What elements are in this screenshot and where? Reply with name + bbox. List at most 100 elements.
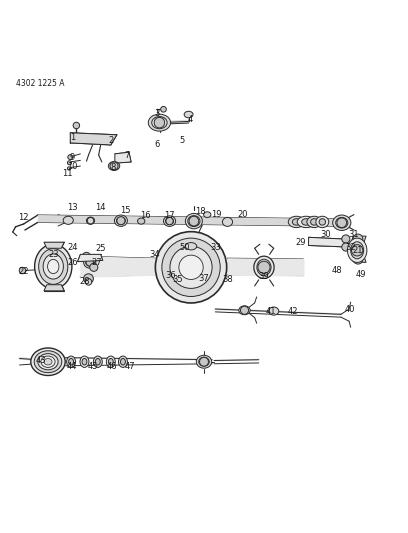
Text: 46: 46: [106, 362, 117, 372]
Ellipse shape: [95, 359, 100, 365]
Ellipse shape: [199, 357, 209, 366]
Text: 14: 14: [95, 203, 106, 212]
Circle shape: [337, 218, 347, 228]
Text: 25: 25: [95, 244, 106, 253]
Ellipse shape: [93, 356, 102, 367]
Text: 35: 35: [172, 275, 183, 284]
Circle shape: [200, 357, 208, 366]
Text: 23: 23: [48, 250, 59, 259]
Ellipse shape: [44, 359, 52, 365]
Circle shape: [84, 274, 93, 284]
Text: 6: 6: [155, 140, 160, 149]
Ellipse shape: [348, 238, 367, 262]
Circle shape: [87, 217, 94, 224]
Text: 29: 29: [295, 238, 306, 247]
Ellipse shape: [148, 114, 171, 131]
Text: 21: 21: [353, 246, 363, 255]
Text: 15: 15: [120, 206, 130, 215]
Ellipse shape: [43, 254, 63, 279]
Text: 47: 47: [125, 362, 135, 372]
Ellipse shape: [34, 351, 62, 373]
Ellipse shape: [86, 217, 95, 224]
Text: 32: 32: [346, 243, 356, 252]
Ellipse shape: [48, 260, 59, 273]
Text: 27: 27: [91, 258, 102, 267]
Circle shape: [19, 268, 26, 274]
Text: 12: 12: [18, 213, 29, 222]
Circle shape: [189, 216, 199, 226]
Ellipse shape: [38, 353, 58, 370]
Circle shape: [117, 216, 125, 225]
Text: 16: 16: [140, 212, 151, 220]
Ellipse shape: [41, 356, 55, 367]
Circle shape: [155, 232, 227, 303]
Ellipse shape: [152, 117, 167, 129]
Ellipse shape: [80, 356, 89, 367]
Ellipse shape: [302, 219, 310, 225]
Circle shape: [67, 167, 71, 170]
Text: 22: 22: [18, 267, 29, 276]
Ellipse shape: [185, 213, 202, 229]
Text: 43: 43: [36, 356, 47, 365]
Text: 13: 13: [67, 203, 78, 212]
Text: 37: 37: [198, 274, 208, 283]
Ellipse shape: [109, 359, 113, 365]
Ellipse shape: [184, 111, 193, 118]
Text: 11: 11: [62, 169, 72, 178]
Text: 36: 36: [165, 271, 176, 280]
Circle shape: [85, 279, 92, 285]
Ellipse shape: [39, 249, 68, 284]
Text: 19: 19: [211, 210, 222, 219]
Ellipse shape: [196, 355, 212, 368]
Text: 5: 5: [179, 136, 184, 146]
Ellipse shape: [319, 219, 326, 225]
Circle shape: [170, 246, 212, 288]
Text: 44: 44: [67, 362, 78, 372]
Ellipse shape: [109, 161, 120, 171]
Polygon shape: [70, 133, 117, 145]
Ellipse shape: [204, 212, 211, 217]
Text: 10: 10: [67, 161, 78, 171]
Circle shape: [90, 263, 98, 271]
Ellipse shape: [268, 307, 279, 315]
Text: 1: 1: [70, 133, 75, 142]
Ellipse shape: [297, 216, 315, 228]
Ellipse shape: [116, 217, 125, 224]
Circle shape: [342, 235, 350, 243]
Text: 30: 30: [320, 230, 331, 239]
Circle shape: [352, 245, 363, 256]
Circle shape: [82, 252, 91, 261]
Polygon shape: [44, 285, 64, 291]
Text: 24: 24: [67, 243, 78, 252]
Circle shape: [161, 107, 166, 112]
Polygon shape: [351, 254, 366, 262]
Ellipse shape: [67, 356, 75, 367]
Polygon shape: [38, 215, 350, 227]
Text: 26: 26: [67, 258, 78, 267]
Circle shape: [342, 243, 350, 251]
Ellipse shape: [351, 242, 364, 259]
Circle shape: [73, 122, 80, 129]
Ellipse shape: [82, 359, 87, 365]
Ellipse shape: [239, 306, 250, 314]
Circle shape: [179, 255, 203, 279]
Polygon shape: [78, 254, 103, 262]
Ellipse shape: [333, 215, 351, 230]
Text: 20: 20: [237, 210, 248, 219]
Ellipse shape: [106, 356, 115, 367]
Ellipse shape: [288, 216, 304, 228]
Text: 4: 4: [187, 115, 193, 124]
Circle shape: [154, 117, 165, 128]
Ellipse shape: [188, 216, 200, 227]
Text: 33: 33: [211, 243, 222, 252]
Ellipse shape: [307, 216, 322, 228]
Polygon shape: [44, 242, 64, 248]
Text: 17: 17: [164, 212, 175, 220]
Ellipse shape: [31, 348, 65, 376]
Text: 9: 9: [70, 154, 75, 163]
Polygon shape: [308, 237, 349, 247]
Text: 41: 41: [266, 306, 276, 316]
Circle shape: [166, 217, 173, 225]
Text: 28: 28: [79, 277, 90, 286]
Text: 8: 8: [110, 163, 115, 172]
